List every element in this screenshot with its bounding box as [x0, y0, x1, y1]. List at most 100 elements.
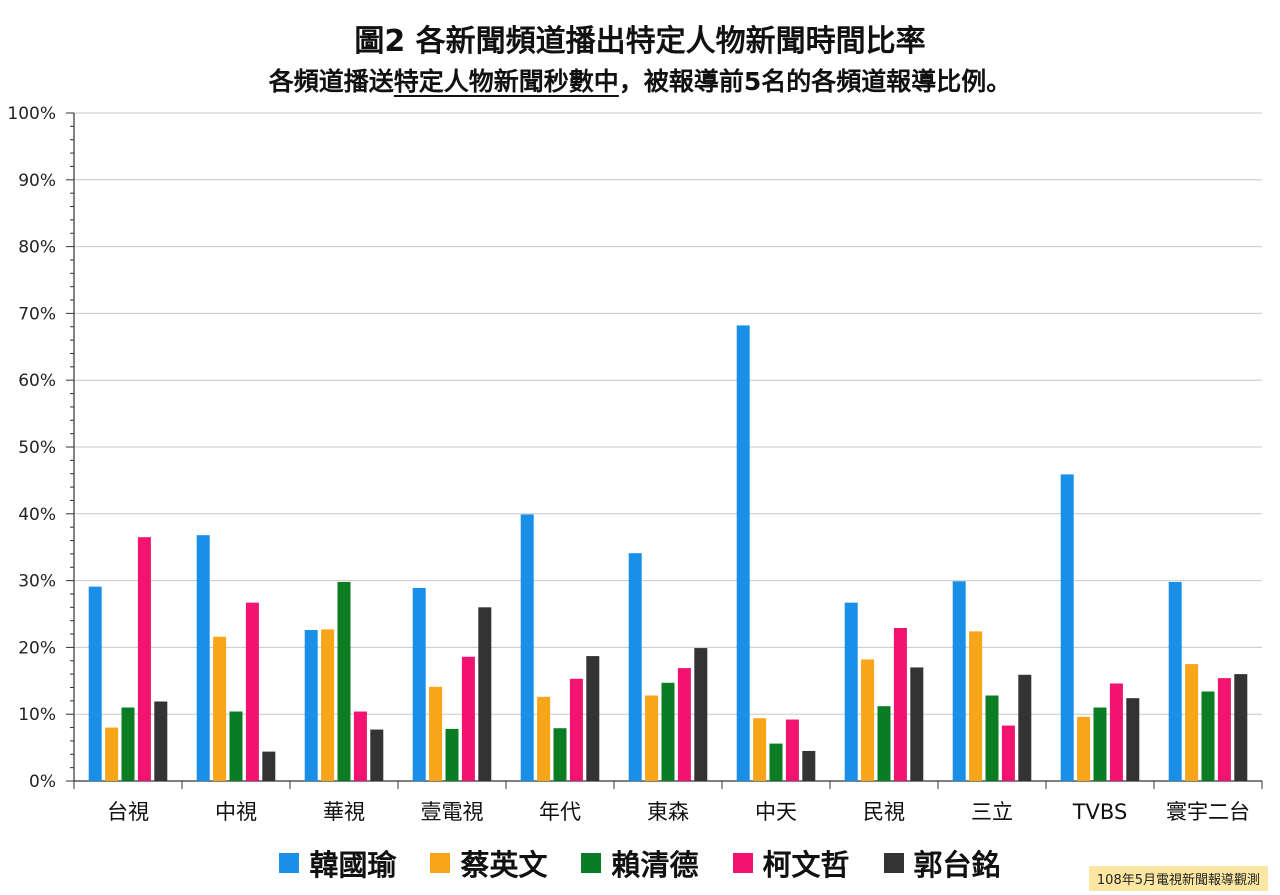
bar	[661, 682, 675, 781]
y-tick-label: 80%	[18, 238, 56, 258]
legend-label: 韓國瑜	[309, 848, 397, 882]
legend-swatch	[430, 853, 451, 873]
bar	[1126, 698, 1140, 781]
bar	[785, 719, 799, 781]
bar	[412, 587, 426, 781]
legend-item: 蔡英文	[430, 842, 547, 884]
bar	[753, 718, 767, 781]
legend-item: 賴清德	[581, 842, 699, 884]
bar	[537, 696, 551, 781]
bar	[694, 648, 708, 781]
bar	[1217, 678, 1231, 781]
legend-label: 賴清德	[611, 848, 699, 882]
bar	[196, 535, 210, 781]
bar	[121, 707, 135, 781]
bar	[137, 537, 151, 781]
x-tick-label: 年代	[539, 800, 581, 824]
subtitle-underlined: 特定人物新聞秒數中	[393, 67, 619, 96]
bar	[677, 668, 691, 781]
bar	[429, 686, 443, 781]
x-tick-label: 華視	[323, 800, 365, 824]
bar	[353, 711, 367, 781]
bar	[645, 695, 659, 781]
bar	[769, 743, 783, 781]
legend-label: 柯文哲	[762, 848, 850, 882]
bar	[910, 667, 924, 781]
bar	[736, 325, 750, 781]
legend-label: 蔡英文	[460, 848, 548, 882]
bar	[245, 602, 259, 781]
legend-item: 柯文哲	[732, 842, 850, 884]
chart-title: 圖2 各新聞頻道播出特定人物新聞時間比率	[354, 24, 926, 59]
x-tick-label: 寰宇二台	[1166, 800, 1250, 824]
legend-item: 韓國瑜	[279, 842, 396, 884]
bar	[304, 630, 318, 781]
legend-item: 郭台銘	[883, 842, 1001, 884]
y-tick-label: 60%	[18, 371, 56, 391]
y-tick-label: 10%	[18, 705, 56, 725]
bar	[1018, 674, 1032, 781]
bar	[461, 656, 475, 781]
y-tick-label: 90%	[18, 171, 56, 191]
bar	[478, 607, 492, 781]
bar	[1077, 716, 1091, 781]
bar	[229, 711, 243, 781]
bar	[1168, 581, 1182, 781]
y-tick-label: 30%	[18, 572, 56, 592]
bar	[969, 631, 983, 781]
bar	[262, 751, 276, 781]
bar	[1201, 691, 1215, 781]
bar	[844, 602, 858, 781]
legend-label: 郭台銘	[913, 848, 1001, 882]
bar	[802, 750, 816, 781]
legend: 韓國瑜 蔡英文 賴清德 柯文哲 郭台銘	[0, 842, 1280, 884]
x-tick-label: 東森	[647, 800, 689, 824]
legend-swatch	[883, 853, 904, 873]
bar	[1001, 725, 1015, 781]
bar	[877, 706, 891, 781]
bar	[952, 581, 966, 781]
bar	[628, 553, 642, 781]
bar	[1185, 664, 1199, 781]
bar	[213, 636, 227, 781]
chart-subtitle: 各頻道播送特定人物新聞秒數中，被報導前5名的各頻道報導比例。	[0, 62, 1280, 98]
y-tick-label: 40%	[18, 505, 56, 525]
bar	[985, 695, 999, 781]
x-tick-label: 三立	[971, 800, 1013, 824]
bar	[586, 656, 600, 781]
subtitle-suffix: ，被報導前5名的各頻道報導比例。	[618, 67, 1012, 96]
bar	[154, 701, 168, 781]
legend-swatch	[279, 853, 300, 873]
subtitle-prefix: 各頻道播送	[268, 67, 394, 96]
legend-swatch	[732, 853, 753, 873]
x-tick-label: 壹電視	[421, 800, 484, 824]
x-tick-label: 中天	[755, 800, 797, 824]
bar	[520, 514, 534, 781]
x-tick-label: 中視	[215, 800, 257, 824]
bar	[553, 728, 567, 781]
bar	[337, 581, 351, 781]
y-tick-label: 70%	[18, 304, 56, 324]
bar	[445, 728, 459, 781]
bar	[88, 586, 102, 781]
x-tick-label: TVBS	[1072, 800, 1128, 824]
bar	[1060, 474, 1074, 781]
y-tick-label: 20%	[18, 638, 56, 658]
x-tick-label: 台視	[107, 800, 149, 824]
x-tick-label: 民視	[863, 800, 905, 824]
bar	[370, 729, 384, 781]
y-tick-label: 100%	[7, 104, 56, 124]
bar	[861, 659, 875, 781]
footnote: 108年5月電視新聞報導觀測	[1088, 866, 1268, 891]
bar	[569, 678, 583, 781]
bar	[1109, 683, 1123, 781]
bar	[893, 628, 907, 781]
bar	[1234, 674, 1248, 781]
y-tick-label: 0%	[29, 772, 56, 792]
legend-swatch	[581, 853, 602, 873]
bar	[321, 629, 335, 781]
bar	[105, 727, 119, 781]
y-tick-label: 50%	[18, 438, 56, 458]
bar	[1093, 707, 1107, 781]
